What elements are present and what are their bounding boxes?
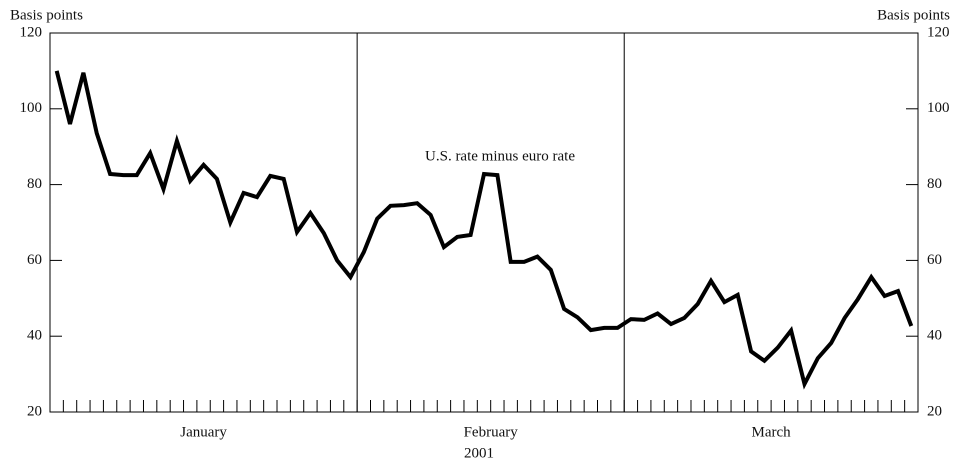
- month-label: January: [180, 424, 227, 440]
- line-series: [54, 70, 914, 390]
- y-tick-label: 60: [27, 252, 42, 268]
- y2-tick-label: 80: [927, 176, 942, 192]
- annotation: U.S. rate minus euro rate: [425, 148, 575, 164]
- y2-tick-label: 40: [927, 328, 942, 344]
- month-label: March: [752, 424, 792, 440]
- month-label: February: [464, 424, 519, 440]
- y-tick-label: 20: [27, 403, 42, 419]
- y-tick-label: 100: [20, 100, 43, 116]
- y-tick-label: 80: [27, 176, 42, 192]
- y2-tick-label: 60: [927, 252, 942, 268]
- y-tick-label: 40: [27, 328, 42, 344]
- y-tick-label: 120: [20, 24, 43, 40]
- y2-tick-label: 100: [927, 100, 950, 116]
- y2-tick-label: 120: [927, 24, 950, 40]
- plot-frame: [49, 32, 919, 413]
- y2-axis-label: Basis points: [877, 7, 950, 23]
- y2-tick-label: 20: [927, 403, 942, 419]
- y-axis-label: Basis points: [10, 7, 83, 23]
- x-axis-label: 2001: [464, 445, 494, 461]
